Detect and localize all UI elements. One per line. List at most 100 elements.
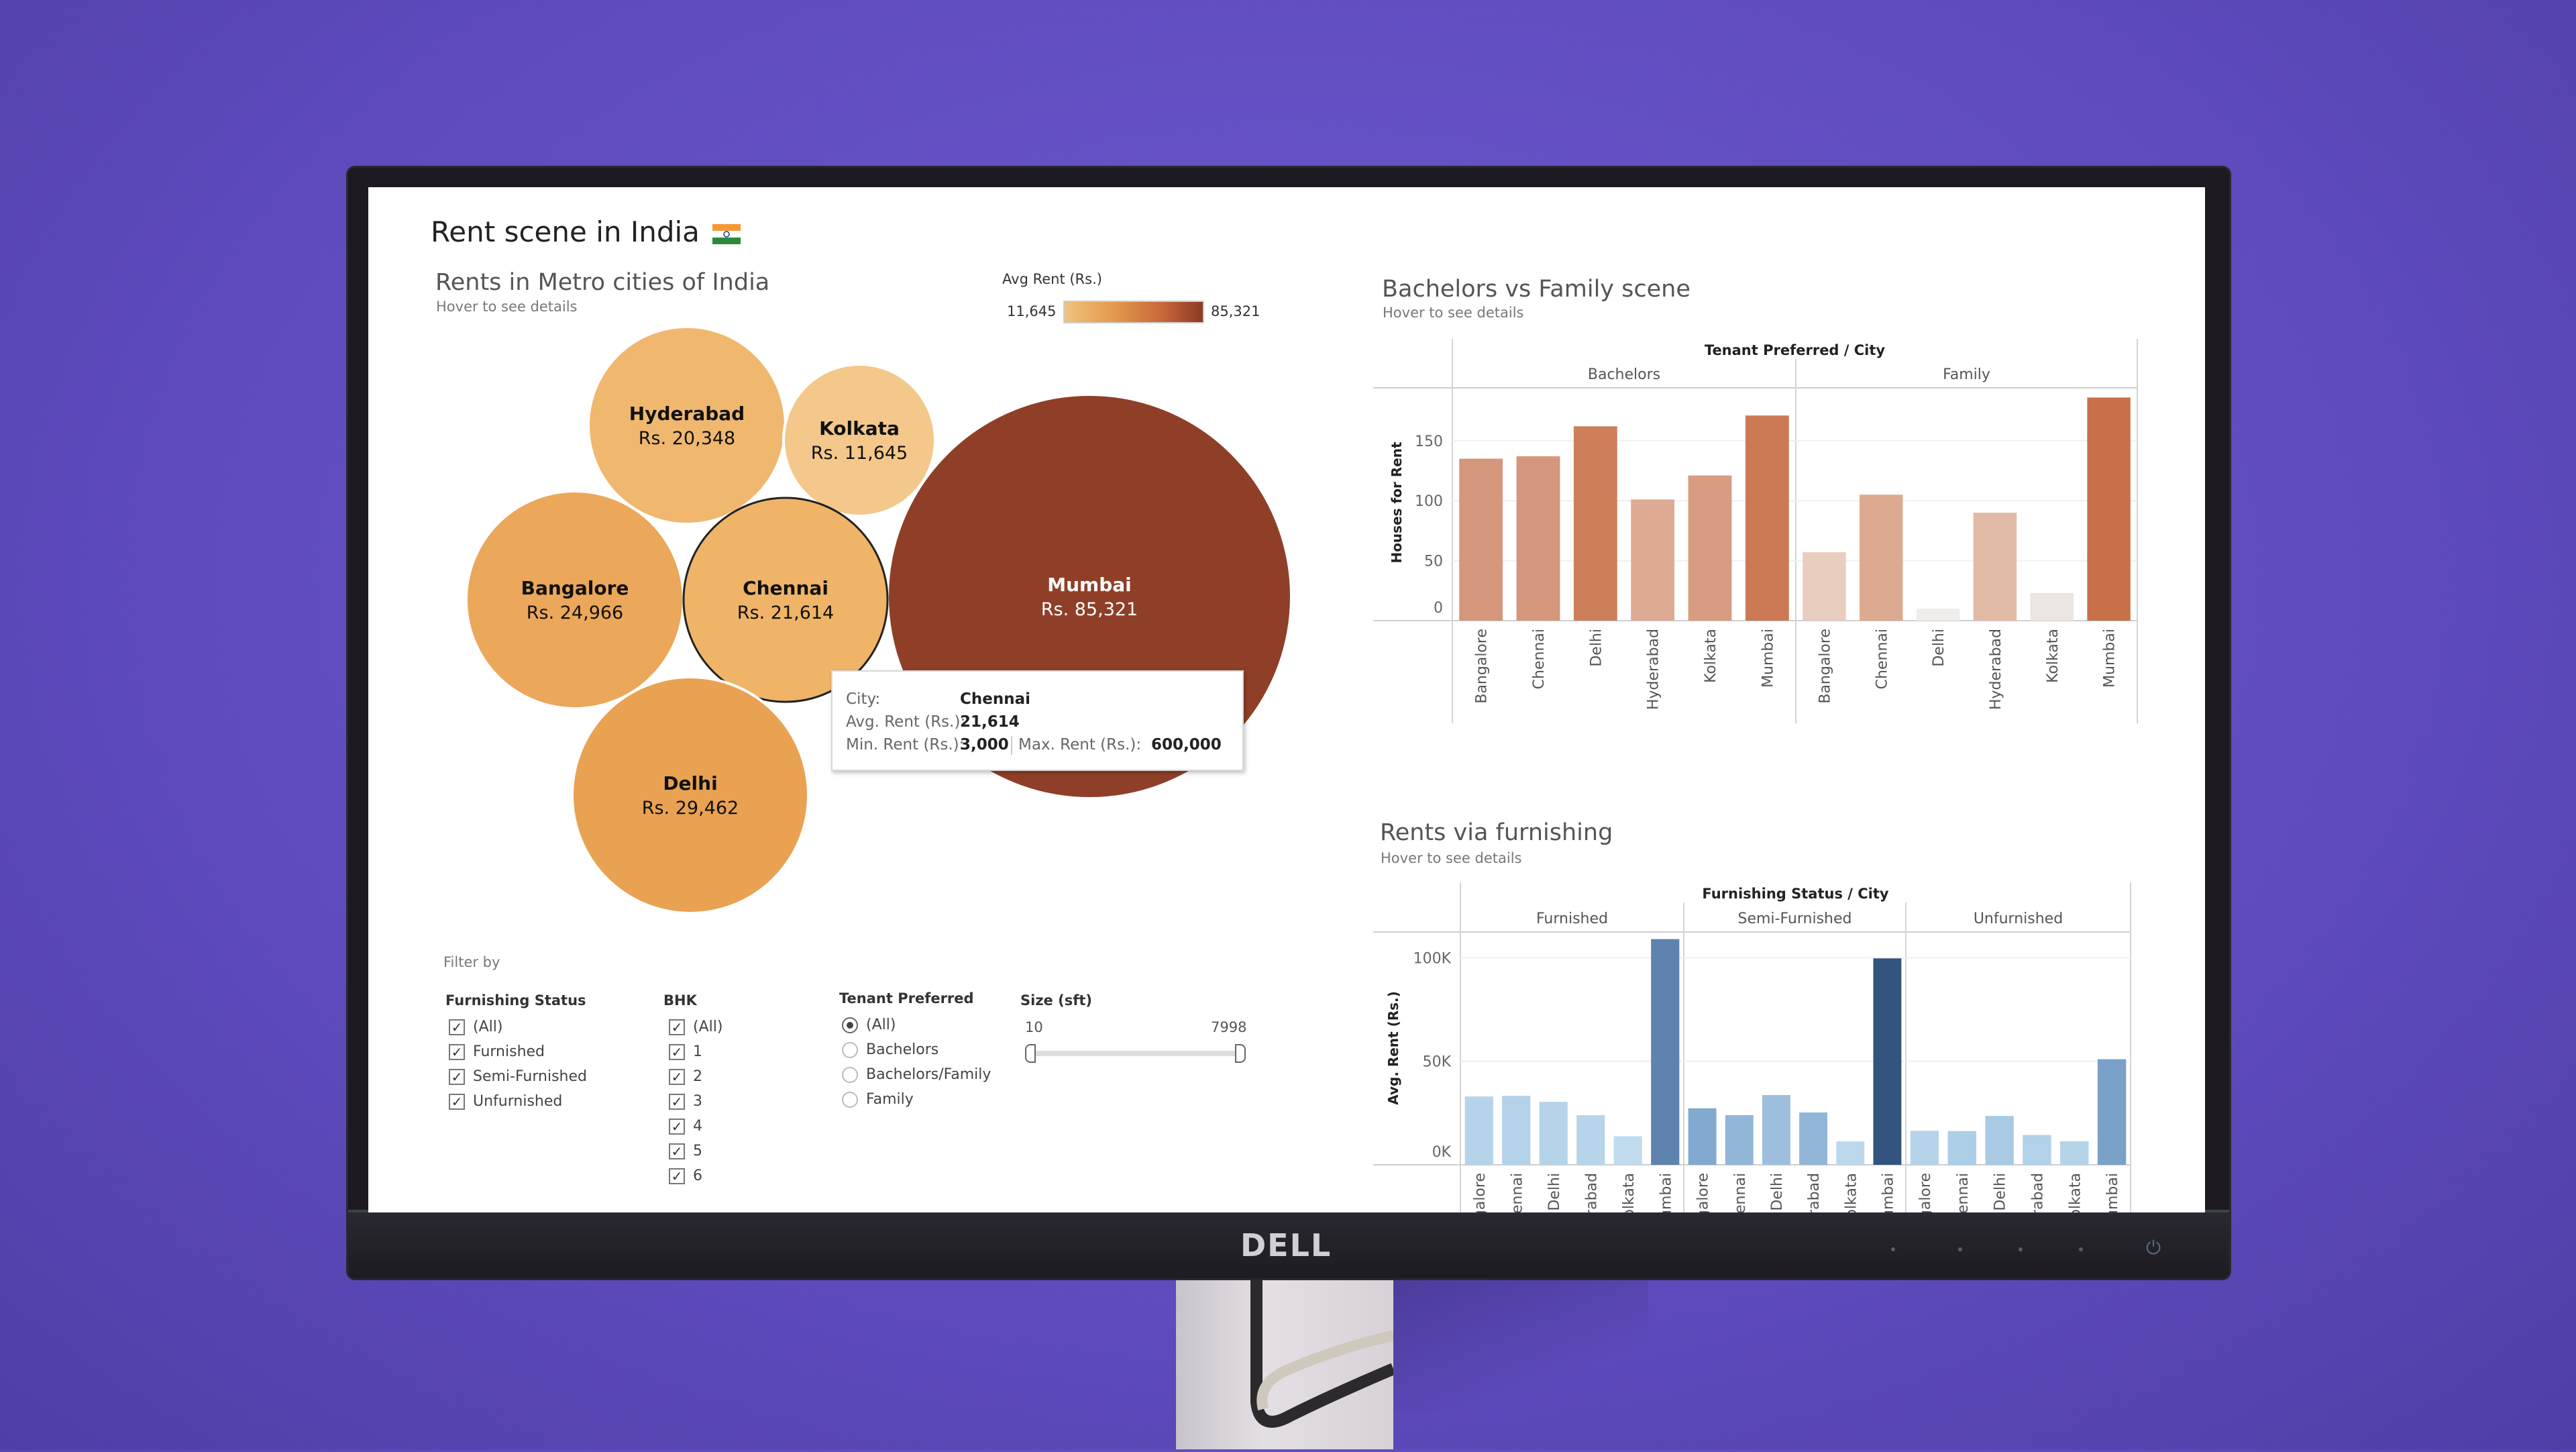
bar-furnished-hyderabad[interactable] bbox=[1576, 1114, 1605, 1165]
furnishing-option[interactable]: ✓ Furnished bbox=[449, 1043, 545, 1060]
bar-furnished-chennai[interactable] bbox=[1502, 1096, 1531, 1165]
bhk-option[interactable]: ✓ 6 bbox=[669, 1168, 702, 1184]
bar-family-hyderabad[interactable] bbox=[1973, 513, 2017, 621]
bar-charts: Tenant Preferred / City 0 50 100 150 Houses f… bbox=[1373, 339, 2138, 1212]
bar-bachelors-chennai[interactable] bbox=[1516, 456, 1560, 621]
size-slider-min-handle[interactable] bbox=[1025, 1044, 1036, 1063]
stand-shadow bbox=[1393, 1278, 1648, 1412]
bar-furnished-bangalore[interactable] bbox=[1464, 1096, 1493, 1165]
bar-unfurnished-chennai[interactable] bbox=[1947, 1131, 1976, 1165]
bubble-city-label: Bangalore bbox=[521, 577, 629, 599]
bubble-chennai[interactable]: Chennai Rs. 21,614 bbox=[682, 497, 889, 703]
bar-unfurnished-mumbai[interactable] bbox=[2097, 1059, 2127, 1165]
checkbox[interactable]: ✓ bbox=[669, 1168, 685, 1184]
bar-family-chennai[interactable] bbox=[1860, 495, 1903, 621]
checkbox[interactable]: ✓ bbox=[669, 1118, 685, 1135]
size-slider-max-handle[interactable] bbox=[1235, 1044, 1246, 1063]
x-tick-label: Mumbai bbox=[2104, 1173, 2121, 1212]
bhk-option[interactable]: ✓ 1 bbox=[669, 1043, 702, 1060]
radio-button[interactable] bbox=[842, 1091, 858, 1108]
bhk-option[interactable]: ✓ 5 bbox=[669, 1143, 702, 1159]
tooltip-avg-label: Avg. Rent (Rs.): bbox=[846, 713, 966, 731]
bubble-circle bbox=[782, 363, 936, 517]
size-min-value: 10 bbox=[1025, 1019, 1043, 1035]
bar-semi-furnished-bangalore[interactable] bbox=[1688, 1108, 1717, 1165]
bar-bachelors-bangalore[interactable] bbox=[1459, 458, 1503, 621]
y-tick-label: 100 bbox=[1415, 493, 1443, 510]
bhk-option[interactable]: ✓ 2 bbox=[669, 1068, 702, 1085]
tenant-option[interactable]: (All) bbox=[842, 1017, 896, 1033]
checkbox[interactable]: ✓ bbox=[669, 1019, 685, 1035]
legend-min: 11,645 bbox=[1007, 303, 1057, 319]
bubble-value-label: Rs. 20,348 bbox=[639, 428, 735, 449]
bar-family-bangalore[interactable] bbox=[1803, 552, 1846, 621]
x-tick-label: Chennai bbox=[1955, 1173, 1972, 1212]
bar-bachelors-delhi[interactable] bbox=[1573, 426, 1617, 621]
radio-button[interactable] bbox=[842, 1066, 858, 1083]
tooltip-max-value: 600,000 bbox=[1151, 736, 1222, 754]
radio-button[interactable] bbox=[842, 1017, 858, 1033]
bar-family-kolkata[interactable] bbox=[2030, 592, 2074, 621]
power-icon[interactable]: ⏻ bbox=[2146, 1237, 2161, 1259]
x-tick-label: Delhi bbox=[1992, 1173, 2009, 1211]
bar-semi-furnished-mumbai[interactable] bbox=[1873, 958, 1902, 1165]
monitor-button[interactable] bbox=[2019, 1247, 2023, 1251]
monitor-button[interactable] bbox=[1958, 1247, 1962, 1251]
x-tick-label: Chennai bbox=[1732, 1173, 1749, 1212]
furnishing-option[interactable]: ✓ Unfurnished bbox=[449, 1093, 562, 1110]
checkbox[interactable]: ✓ bbox=[669, 1068, 685, 1085]
checkbox[interactable]: ✓ bbox=[669, 1143, 685, 1159]
tenant-option[interactable]: Family bbox=[842, 1091, 914, 1108]
bar-bachelors-kolkata[interactable] bbox=[1688, 475, 1732, 621]
bubble-value-label: Rs. 24,966 bbox=[527, 603, 623, 623]
furnishing-option[interactable]: ✓ (All) bbox=[449, 1019, 502, 1035]
checkbox[interactable]: ✓ bbox=[449, 1093, 465, 1110]
bubble-chart-subtitle: Hover to see details bbox=[436, 299, 578, 315]
tooltip: City: Chennai Avg. Rent (Rs.): 21,614 Mi… bbox=[831, 670, 1244, 771]
checkbox[interactable]: ✓ bbox=[669, 1043, 685, 1060]
bar-semi-furnished-kolkata[interactable] bbox=[1836, 1141, 1865, 1165]
bar-family-mumbai[interactable] bbox=[2087, 397, 2131, 621]
bhk-option[interactable]: ✓ 4 bbox=[669, 1118, 702, 1135]
checkbox[interactable]: ✓ bbox=[449, 1043, 465, 1060]
bubble-delhi[interactable]: Delhi Rs. 29,462 bbox=[571, 676, 810, 915]
bar-furnished-mumbai[interactable] bbox=[1651, 939, 1680, 1165]
size-slider-track[interactable] bbox=[1030, 1051, 1240, 1056]
bubble-city-label: Chennai bbox=[743, 577, 828, 599]
bar-furnished-delhi[interactable] bbox=[1539, 1102, 1568, 1165]
x-tick-label: Hyderabad bbox=[1806, 1173, 1823, 1212]
bar-furnished-kolkata[interactable] bbox=[1613, 1136, 1642, 1165]
bar-unfurnished-bangalore[interactable] bbox=[1910, 1131, 1939, 1165]
bar-semi-furnished-chennai[interactable] bbox=[1725, 1114, 1754, 1165]
bubble-hyderabad[interactable]: Hyderabad Rs. 20,348 bbox=[587, 325, 787, 525]
bhk-option[interactable]: ✓ 3 bbox=[669, 1093, 702, 1110]
tenant-option[interactable]: Bachelors/Family bbox=[842, 1066, 991, 1083]
bar-family-delhi[interactable] bbox=[1916, 609, 1960, 621]
tenant-option[interactable]: Bachelors bbox=[842, 1041, 938, 1058]
x-tick-label: Delhi bbox=[1588, 629, 1605, 667]
y-tick-label: 0 bbox=[1434, 600, 1443, 617]
x-tick-label: Hyderabad bbox=[2029, 1173, 2046, 1212]
bar-unfurnished-delhi[interactable] bbox=[1985, 1116, 2014, 1165]
x-tick-label: Hyderabad bbox=[1988, 629, 2004, 710]
x-tick-label: Delhi bbox=[1931, 629, 1947, 667]
checkbox[interactable]: ✓ bbox=[449, 1068, 465, 1085]
radio-button[interactable] bbox=[842, 1041, 858, 1058]
furnishing-option[interactable]: ✓ Semi-Furnished bbox=[449, 1068, 587, 1085]
monitor-button[interactable] bbox=[2079, 1247, 2083, 1251]
option-label: Bachelors bbox=[866, 1041, 939, 1058]
size-max-value: 7998 bbox=[1211, 1019, 1247, 1035]
bar-unfurnished-kolkata[interactable] bbox=[2060, 1141, 2089, 1165]
checkbox[interactable]: ✓ bbox=[669, 1093, 685, 1110]
option-label: Unfurnished bbox=[473, 1093, 563, 1110]
bar-bachelors-hyderabad[interactable] bbox=[1631, 499, 1675, 621]
bubble-bangalore[interactable]: Bangalore Rs. 24,966 bbox=[465, 490, 685, 710]
bar-bachelors-mumbai[interactable] bbox=[1745, 415, 1789, 621]
bar-unfurnished-hyderabad[interactable] bbox=[2023, 1135, 2051, 1165]
bhk-option[interactable]: ✓ (All) bbox=[669, 1019, 722, 1035]
bubble-kolkata[interactable]: Kolkata Rs. 11,645 bbox=[782, 363, 936, 517]
bar-semi-furnished-delhi[interactable] bbox=[1762, 1095, 1790, 1165]
checkbox[interactable]: ✓ bbox=[449, 1019, 465, 1035]
bar-semi-furnished-hyderabad[interactable] bbox=[1799, 1112, 1828, 1165]
monitor-button[interactable] bbox=[1891, 1247, 1895, 1251]
